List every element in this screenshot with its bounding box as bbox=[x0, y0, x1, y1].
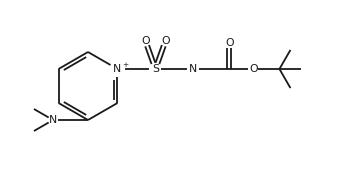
Text: N: N bbox=[49, 115, 57, 125]
Text: +: + bbox=[122, 62, 129, 68]
Text: O: O bbox=[141, 36, 150, 46]
Text: N: N bbox=[113, 64, 122, 74]
Text: O: O bbox=[161, 36, 170, 46]
Text: S: S bbox=[152, 64, 159, 74]
Text: O: O bbox=[225, 38, 234, 48]
Text: N: N bbox=[189, 64, 197, 74]
Text: O: O bbox=[249, 64, 258, 74]
